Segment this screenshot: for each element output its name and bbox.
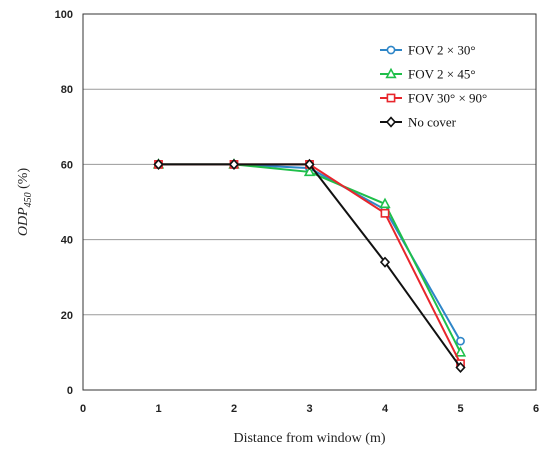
- x-tick-label: 5: [457, 403, 463, 415]
- series-group: [152, 158, 467, 374]
- series: [152, 158, 467, 357]
- data-point: [455, 361, 466, 374]
- x-tick-label: 0: [80, 403, 86, 415]
- y-axis-title-sub: 450: [23, 192, 34, 207]
- y-axis-title-unit: (%): [16, 168, 31, 193]
- series: [154, 160, 465, 369]
- x-tick-label: 2: [231, 403, 237, 415]
- grid-lines: [83, 88, 536, 316]
- series-line: [158, 163, 462, 369]
- x-tick-label: 1: [155, 403, 161, 415]
- legend-item: No cover: [380, 115, 457, 130]
- legend-label: FOV 30° × 90°: [408, 91, 487, 106]
- data-point: [379, 256, 391, 268]
- legend: FOV 2 × 30° FOV 2 × 45° FOV 30° × 90° No co…: [380, 43, 487, 130]
- data-point: [380, 208, 390, 218]
- y-tick-labels: 0 20 40 60 80 100: [55, 9, 73, 397]
- legend-marker: [386, 93, 396, 103]
- legend-label: FOV 2 × 45°: [408, 67, 476, 82]
- plot-frame: [82, 13, 537, 391]
- y-tick-label: 20: [61, 310, 73, 322]
- series: [153, 158, 466, 374]
- y-axis-title: ODP450 (%): [16, 168, 34, 237]
- data-point: [153, 158, 164, 170]
- y-axis-title-main: ODP: [16, 207, 31, 236]
- legend-marker: [385, 67, 397, 79]
- legend-label: No cover: [408, 115, 457, 130]
- x-tick-label: 6: [533, 403, 539, 415]
- y-tick-label: 0: [67, 385, 73, 397]
- data-point: [456, 336, 465, 346]
- data-point: [228, 158, 240, 170]
- x-tick-label: 3: [306, 403, 312, 415]
- legend-item: FOV 2 × 45°: [380, 67, 476, 82]
- y-tick-label: 100: [55, 9, 73, 21]
- x-tick-label: 4: [382, 403, 389, 415]
- x-tick-labels: 0 1 2 3 4 5 6: [80, 403, 539, 415]
- legend-marker: [386, 45, 396, 55]
- legend-label: FOV 2 × 30°: [408, 43, 476, 58]
- x-axis-title: Distance from window (m): [233, 431, 385, 446]
- legend-item: FOV 30° × 90°: [380, 91, 487, 106]
- y-tick-label: 40: [61, 235, 73, 247]
- data-point: [303, 165, 316, 177]
- y-tick-label: 60: [61, 159, 73, 171]
- data-point: [379, 197, 391, 209]
- series-line: [158, 163, 462, 353]
- legend-marker: [385, 116, 397, 128]
- series: [154, 159, 465, 346]
- y-tick-label: 80: [61, 84, 73, 96]
- data-point: [304, 158, 315, 170]
- legend-item: FOV 2 × 30°: [380, 43, 476, 58]
- data-point: [454, 346, 467, 357]
